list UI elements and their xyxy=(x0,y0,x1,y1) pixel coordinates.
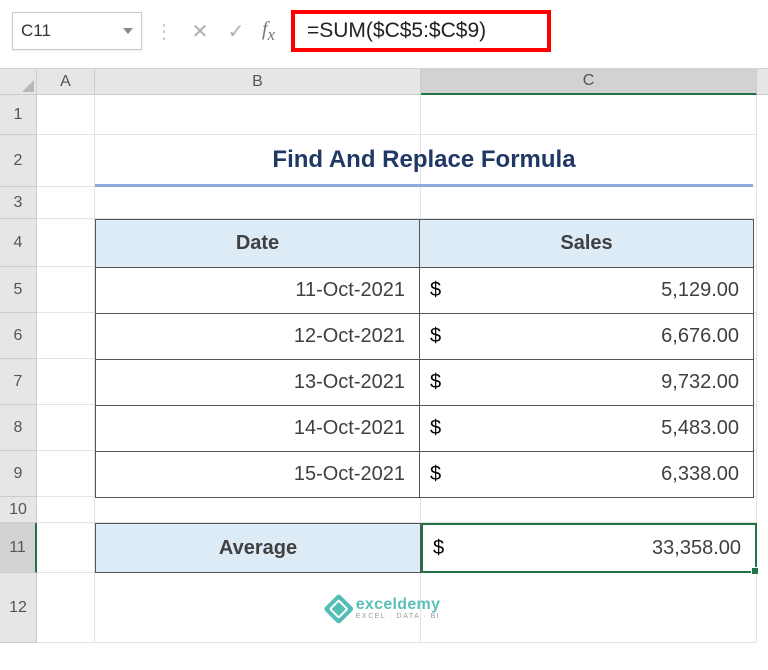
date-cell[interactable]: 11-Oct-2021 xyxy=(96,268,420,314)
sales-table: DateSales11-Oct-2021$5,129.0012-Oct-2021… xyxy=(95,219,754,498)
watermark-main: exceldemy xyxy=(356,597,441,613)
date-cell[interactable]: 15-Oct-2021 xyxy=(96,452,420,498)
sales-cell[interactable]: $5,129.00 xyxy=(420,268,754,314)
sales-cell[interactable]: $6,338.00 xyxy=(420,452,754,498)
formula-text: =SUM($C$5:$C$9) xyxy=(307,19,486,43)
row-header-10[interactable]: 10 xyxy=(0,497,37,523)
enter-icon[interactable]: ✓ xyxy=(222,17,250,45)
column-headers: ABC xyxy=(37,69,768,95)
date-cell[interactable]: 13-Oct-2021 xyxy=(96,360,420,406)
name-box[interactable]: C11 xyxy=(12,12,142,50)
table-header: Date xyxy=(96,220,420,268)
sales-cell[interactable]: $9,732.00 xyxy=(420,360,754,406)
column-header-C[interactable]: C xyxy=(421,69,757,95)
select-all-corner[interactable] xyxy=(0,69,37,95)
row-header-11[interactable]: 11 xyxy=(0,523,37,573)
summary-row: Average$33,358.00 xyxy=(95,523,757,573)
row-header-6[interactable]: 6 xyxy=(0,313,37,359)
fill-handle[interactable] xyxy=(751,567,759,575)
row-header-1[interactable]: 1 xyxy=(0,95,37,135)
summary-label[interactable]: Average xyxy=(95,523,421,573)
name-box-dropdown-icon[interactable] xyxy=(123,28,133,34)
date-cell[interactable]: 12-Oct-2021 xyxy=(96,314,420,360)
row-header-12[interactable]: 12 xyxy=(0,573,37,643)
sales-cell[interactable]: $6,676.00 xyxy=(420,314,754,360)
watermark-sub: EXCEL · DATA · BI xyxy=(356,613,441,620)
worksheet: ABC 123456789101112 Find And Replace For… xyxy=(0,68,768,642)
name-box-text: C11 xyxy=(21,21,123,41)
row-header-4[interactable]: 4 xyxy=(0,219,37,267)
watermark: exceldemy EXCEL · DATA · BI xyxy=(328,597,441,620)
formula-input[interactable]: =SUM($C$5:$C$9) xyxy=(291,10,551,52)
column-header-A[interactable]: A xyxy=(37,69,95,94)
date-cell[interactable]: 14-Oct-2021 xyxy=(96,406,420,452)
row-header-9[interactable]: 9 xyxy=(0,451,37,497)
row-headers: 123456789101112 xyxy=(0,95,37,643)
fx-icon[interactable]: fx xyxy=(262,18,275,45)
row-header-5[interactable]: 5 xyxy=(0,267,37,313)
row-header-7[interactable]: 7 xyxy=(0,359,37,405)
table-header: Sales xyxy=(420,220,754,268)
separator: ⋮ xyxy=(150,19,178,44)
formula-bar: C11 ⋮ ✕ ✓ fx =SUM($C$5:$C$9) xyxy=(0,0,768,68)
watermark-logo-icon xyxy=(323,593,354,624)
row-header-2[interactable]: 2 xyxy=(0,135,37,187)
row-header-8[interactable]: 8 xyxy=(0,405,37,451)
sales-cell[interactable]: $5,483.00 xyxy=(420,406,754,452)
cancel-icon[interactable]: ✕ xyxy=(186,17,214,45)
selected-cell[interactable]: $33,358.00 xyxy=(421,523,757,573)
cell-grid[interactable]: Find And Replace Formula DateSales11-Oct-… xyxy=(37,95,768,643)
page-title: Find And Replace Formula xyxy=(95,135,753,187)
row-header-3[interactable]: 3 xyxy=(0,187,37,219)
column-header-B[interactable]: B xyxy=(95,69,421,94)
